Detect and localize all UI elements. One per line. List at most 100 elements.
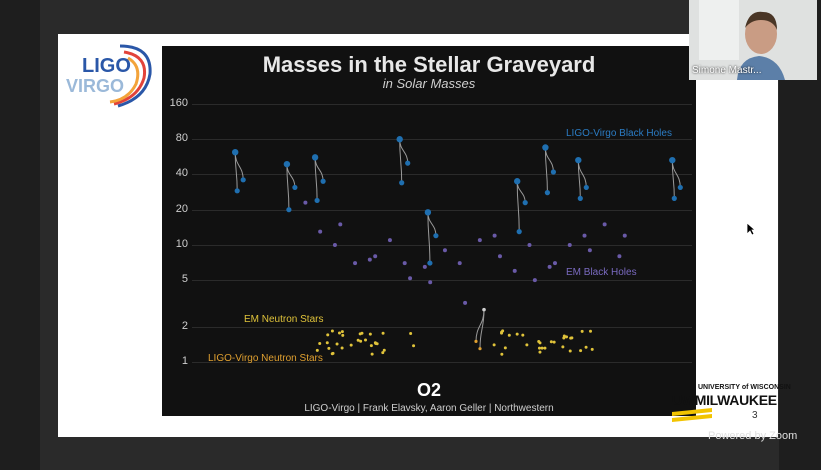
em-ns-point	[381, 351, 385, 355]
chart-panel: Masses in the Stellar Graveyard in Solar…	[162, 46, 696, 416]
em-ns-point	[589, 329, 593, 333]
gridline	[192, 244, 692, 246]
participant-video	[689, 0, 817, 80]
chart-title: Masses in the Stellar Graveyard	[262, 52, 596, 77]
merger-connector	[577, 160, 581, 199]
y-tick-label: 10	[175, 237, 188, 250]
merger-connector	[234, 152, 238, 191]
em-bh-point	[338, 222, 343, 227]
em-bh-point	[318, 229, 323, 234]
gridline	[192, 104, 692, 105]
em-ns-point	[341, 333, 345, 337]
ligo-bh-secondary-point	[286, 207, 292, 213]
em-ns-point	[503, 346, 507, 350]
em-bh-point	[428, 280, 433, 285]
y-tick-label: 1	[181, 355, 188, 367]
em-ns-point	[538, 341, 542, 345]
em-ns-point	[525, 343, 529, 347]
em-ns-point	[381, 331, 385, 335]
gridline	[192, 362, 692, 363]
em-bh-point	[442, 248, 447, 253]
em-bh-point	[373, 254, 378, 259]
y-tick-label: 160	[169, 97, 188, 109]
gridline	[192, 280, 692, 282]
university-logo: UNIVERSITY of WISCONSIN UWMILWAUKEE	[672, 384, 802, 424]
ligo-bh-remnant-point	[424, 209, 432, 216]
ligo-bh-remnant-point	[283, 160, 291, 168]
em-ns-point	[330, 329, 334, 333]
em-ns-point	[359, 339, 363, 343]
em-bh-point	[532, 278, 537, 283]
ligo-bh-remnant-point	[669, 156, 676, 164]
em-bh-point	[547, 264, 552, 269]
em-bh-point	[408, 276, 413, 281]
merger-connector	[399, 139, 403, 183]
em-ns-point	[540, 346, 544, 350]
y-tick-label: 20	[175, 202, 188, 215]
gridline	[192, 326, 692, 328]
chart-marks	[232, 136, 683, 356]
em-ns-point	[515, 332, 519, 336]
em-bh-point	[457, 261, 462, 266]
em-bh-point	[387, 238, 392, 243]
em-bh-point	[582, 233, 587, 238]
em-ns-point	[521, 333, 525, 337]
merger-connector	[314, 157, 318, 201]
ligo-bh-primary-point	[550, 169, 556, 175]
zoom-branding: Powered by Zoom	[708, 430, 798, 442]
ligo-bh-secondary-point	[577, 195, 583, 201]
em-ns-point	[409, 331, 413, 335]
em-bh-point	[567, 242, 572, 247]
em-ns-point	[590, 347, 594, 351]
em-bh-point	[353, 261, 358, 266]
em-bh-point	[587, 248, 592, 253]
em-bh-point	[497, 254, 502, 259]
em-bh-point	[512, 268, 517, 273]
em-ns-point	[360, 331, 364, 335]
em-ns-point	[349, 343, 353, 347]
em-ns-point	[327, 346, 331, 350]
y-tick-label: 5	[181, 273, 188, 286]
em-ns-point	[561, 345, 565, 349]
gridline	[192, 174, 692, 176]
em-ns-point	[382, 348, 386, 352]
em-bh-point	[602, 222, 607, 227]
em-ns-point	[492, 343, 496, 347]
em-ns-point	[337, 331, 341, 335]
legend-ligo-black-holes: LIGO-Virgo Black Holes	[566, 128, 672, 139]
em-ns-point	[315, 348, 319, 352]
merger-connector	[516, 181, 526, 203]
logo-text-ligo: LIGO	[82, 55, 131, 77]
ligo-bh-primary-point	[583, 184, 589, 191]
em-ns-point	[584, 345, 588, 349]
em-ns-point	[356, 338, 360, 342]
em-ns-point	[549, 340, 553, 344]
merger-connector	[671, 160, 675, 199]
em-ns-point	[565, 335, 569, 339]
em-bh-point	[303, 200, 308, 205]
merger-connector	[427, 212, 437, 236]
merger-connector	[516, 181, 520, 232]
em-bh-point	[402, 261, 407, 266]
ligo-bh-secondary-point	[234, 188, 240, 194]
em-bh-point	[367, 257, 372, 262]
em-bh-point	[332, 242, 337, 247]
em-ns-point	[500, 352, 504, 356]
ligo-bh-primary-point	[240, 177, 246, 183]
chart-subtitle: in Solar Masses	[382, 76, 476, 91]
participant-name: Simone Mastr...	[692, 65, 762, 76]
em-bh-point	[527, 242, 532, 247]
ligo-bh-secondary-point	[314, 197, 320, 204]
ligo-bh-primary-point	[292, 184, 298, 191]
y-tick-label: 80	[175, 132, 188, 145]
ligo-bh-secondary-point	[427, 260, 433, 266]
em-bh-point	[422, 264, 427, 269]
ligo-ns-primary-point	[474, 339, 478, 343]
em-bh-point	[617, 254, 622, 259]
university-main-text: UWMILWAUKEE	[672, 392, 777, 408]
university-stripe-icon	[672, 408, 712, 422]
webcam-tile[interactable]: Simone Mastr...	[689, 0, 817, 80]
ligo-bh-primary-point	[405, 160, 411, 166]
em-bh-point	[492, 233, 497, 238]
em-ns-point	[364, 338, 368, 342]
